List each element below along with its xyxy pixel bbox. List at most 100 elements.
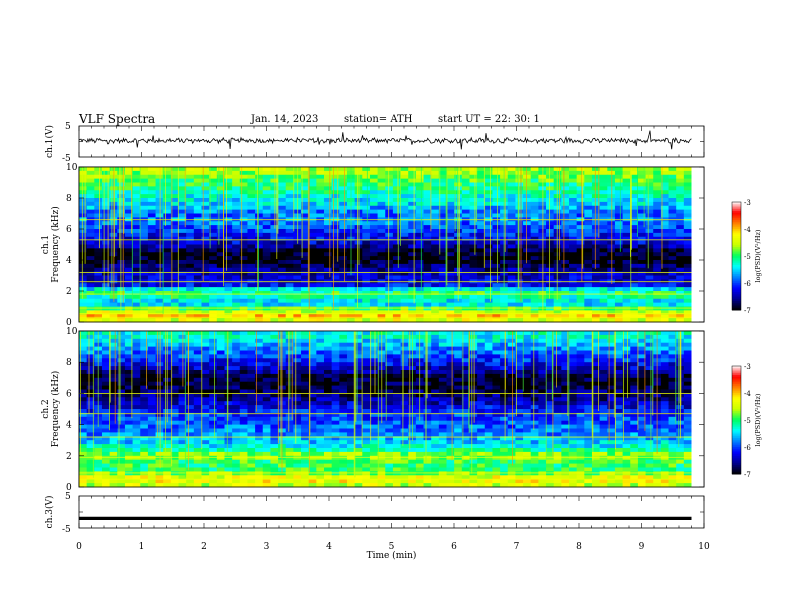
spectrogram-cell	[101, 201, 111, 207]
spectrogram-cell	[385, 283, 394, 288]
spectrogram-cell	[79, 178, 88, 183]
spectrogram-cell	[216, 381, 225, 386]
spectrogram-cell	[94, 194, 103, 199]
spectrogram-cell	[591, 167, 601, 172]
spectrogram-cell	[515, 186, 524, 191]
spectrogram-cell	[438, 236, 447, 242]
spectrogram-cell	[469, 174, 478, 180]
spectrogram-cell	[354, 294, 363, 300]
spectrogram-cell	[645, 236, 654, 242]
spectrogram-cell	[507, 178, 516, 183]
spectrogram-cell	[446, 260, 455, 265]
spectrogram-cell	[622, 225, 631, 230]
spectrogram-cell	[400, 201, 409, 207]
spectrogram-cell	[186, 314, 195, 319]
spectrogram-cell	[377, 213, 386, 218]
spectrogram-cell	[278, 221, 287, 226]
spectrogram-cell	[660, 271, 669, 276]
spectrogram-cell	[676, 302, 685, 307]
spectrogram-cell	[400, 389, 409, 394]
colorbar-swatch	[732, 268, 741, 271]
spectrogram-cell	[346, 314, 356, 319]
spectrogram-cell	[546, 190, 555, 195]
spectrogram-cell	[492, 346, 501, 351]
spectrogram-cell	[331, 358, 340, 363]
spectrogram-cell	[515, 248, 524, 253]
spectrogram-cell	[369, 298, 378, 304]
spectrogram-cell	[262, 366, 271, 371]
spectrogram-cell	[369, 331, 378, 336]
spectrogram-cell	[155, 260, 164, 265]
spectrogram-cell	[408, 213, 417, 218]
spectrogram-cell	[515, 194, 524, 199]
spectrogram-cell	[377, 240, 386, 245]
spectrogram-cell	[262, 198, 271, 203]
spectrogram-cell	[132, 306, 141, 311]
spectrogram-cell	[140, 310, 149, 315]
spectrogram-cell	[400, 358, 409, 363]
spectrogram-cell	[507, 306, 516, 311]
spectrogram-cell	[354, 287, 363, 292]
spectrogram-cell	[484, 338, 493, 344]
spectrogram-cell	[622, 354, 631, 359]
spectrogram-cell	[622, 314, 631, 319]
spectrogram-cell	[117, 350, 126, 355]
spectrogram-cell	[385, 236, 394, 242]
spectrogram-cell	[668, 260, 677, 265]
spectrogram-cell	[469, 294, 478, 300]
spectrogram-cell	[178, 194, 187, 199]
spectrogram-cell	[668, 366, 677, 371]
spectrogram-cell	[461, 256, 470, 261]
spectrogram-cell	[461, 275, 470, 280]
spectrogram-cell	[553, 302, 562, 307]
spectrogram-cell	[408, 298, 417, 304]
spectrogram-cell	[209, 209, 218, 214]
spectrogram-cell	[637, 244, 646, 249]
spectrogram-cell	[607, 271, 616, 276]
spectrogram-cell	[484, 190, 493, 195]
spectrogram-cell	[645, 287, 654, 292]
spectrogram-cell	[255, 182, 264, 187]
spectrogram-cell	[293, 283, 302, 288]
spectrogram-cell	[492, 170, 501, 176]
spectrogram-cell	[523, 248, 532, 253]
spectrogram-cell	[385, 260, 394, 265]
spectrogram-cell	[94, 167, 103, 172]
spectrogram-cell	[515, 225, 524, 230]
spectrogram-cell	[484, 385, 493, 390]
spectrogram-cell	[438, 362, 447, 367]
spectrogram-cell	[178, 190, 187, 195]
spectrogram-cell	[538, 366, 547, 371]
spectrogram-cell	[469, 232, 478, 238]
spectrogram-cell	[262, 354, 271, 359]
spectrogram-cell	[530, 267, 539, 273]
spectrogram-cell	[385, 381, 394, 386]
spectrogram-cell	[147, 209, 156, 214]
spectrogram-cell	[209, 260, 218, 265]
spectrogram-cell	[339, 260, 348, 265]
spectrogram-cell	[484, 381, 493, 386]
spectrogram-cell	[86, 170, 95, 176]
spectrogram-cell	[362, 167, 371, 172]
spectrogram-cell	[293, 389, 302, 394]
spectrogram-cell	[507, 283, 516, 288]
spectrogram-cell	[385, 314, 394, 319]
spectrogram-cell	[492, 366, 501, 371]
spectrogram-cell	[538, 318, 547, 323]
spectrogram-cell	[285, 190, 294, 195]
spectrogram-cell	[209, 221, 218, 226]
spectrogram-cell	[637, 167, 646, 172]
spectrogram-cell	[683, 346, 692, 351]
spectrogram-cell	[546, 385, 555, 390]
spectrogram-cell	[469, 271, 478, 276]
spectrogram-cell	[224, 194, 233, 199]
spectrogram-cell	[278, 294, 287, 300]
spectrogram-cell	[607, 186, 616, 191]
spectrogram-cell	[423, 205, 432, 211]
spectrogram-cell	[324, 252, 333, 257]
spectrogram-cell	[653, 174, 662, 180]
spectrogram-cell	[193, 221, 202, 226]
spectrogram-cell	[653, 236, 662, 242]
spectrogram-cell	[614, 331, 623, 336]
spectrogram-cell	[316, 373, 325, 379]
